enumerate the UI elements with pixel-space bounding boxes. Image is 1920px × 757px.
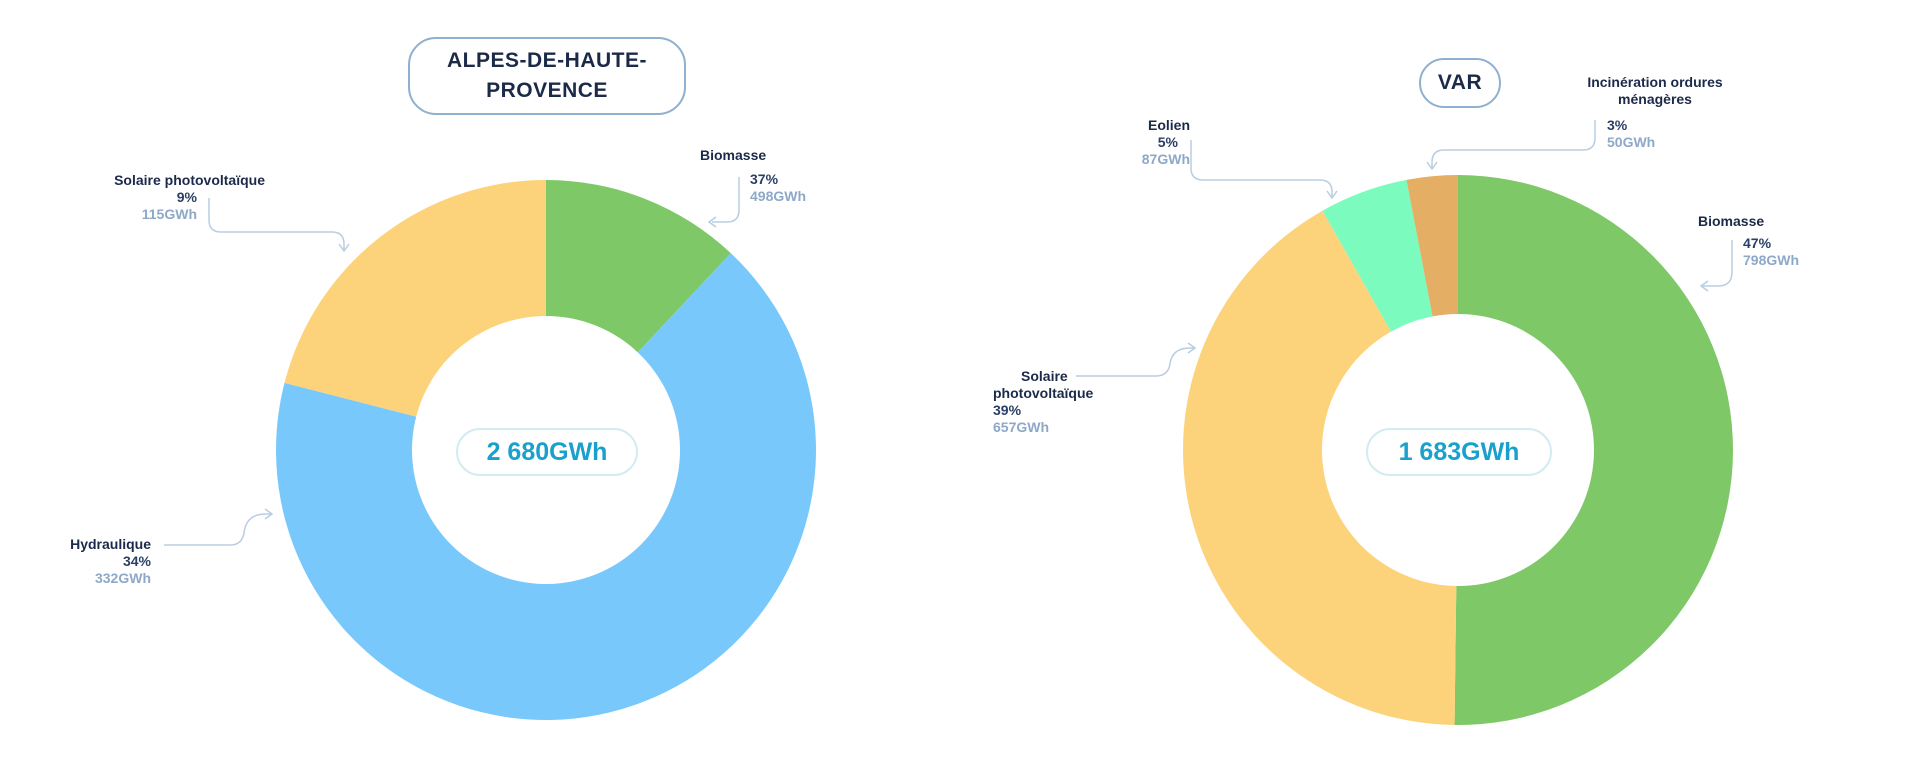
- label-solaire-left: Solaire photovoltaïque 9% 115GWh: [108, 172, 265, 223]
- leader-arrow-solaire-right: [1187, 342, 1197, 354]
- leader-arrow-eolien: [1326, 190, 1338, 200]
- label-gwh: 657GWh: [993, 419, 1050, 435]
- label-solaire-right: Solaire photovoltaïque 39% 657GWh: [993, 368, 1093, 436]
- donut-slice-eolien: [1322, 179, 1433, 332]
- label-name-line2: ménagères: [1618, 91, 1692, 107]
- donut-slice-biomasse: [546, 180, 731, 353]
- label-pct: 5%: [1157, 134, 1178, 150]
- donut-slice-solaire-photovolta-que: [284, 180, 546, 417]
- label-incineration-right: Incinération ordures ménagères: [1575, 74, 1735, 108]
- label-biomasse-left: Biomasse: [700, 147, 766, 164]
- label-gwh: 50GWh: [1607, 134, 1656, 150]
- leader-arrow-incineration: [1426, 161, 1438, 171]
- leader-line-hydraulique: [164, 513, 271, 546]
- total-value-right: 1 683GWh: [1366, 428, 1552, 476]
- label-pct: 9%: [176, 189, 197, 205]
- label-name: Hydraulique: [70, 536, 151, 552]
- label-biomasse-right: Biomasse: [1698, 213, 1764, 230]
- chart-title-left: ALPES-DE-HAUTE-PROVENCE: [408, 37, 686, 115]
- label-gwh: 332GWh: [94, 570, 151, 586]
- chart-title-right: VAR: [1419, 58, 1501, 108]
- label-name-line1: Incinération ordures: [1587, 74, 1723, 90]
- chart-var: VAR 1 683GWh Eolien 5% 87GWh Incinératio…: [960, 0, 1920, 757]
- leader-line-biomasse-right: [1702, 240, 1733, 287]
- label-incineration-right-values: 3% 50GWh: [1607, 117, 1655, 151]
- label-pct: 34%: [122, 553, 151, 569]
- label-biomasse-right-values: 47% 798GWh: [1743, 235, 1799, 269]
- label-gwh: 498GWh: [750, 188, 807, 204]
- label-hydraulique-left: Hydraulique 34% 332GWh: [60, 536, 151, 587]
- donut-chart-left: [164, 177, 816, 720]
- donut-chart-right: [1076, 120, 1734, 725]
- leader-arrow-biomasse-right: [1699, 280, 1709, 292]
- leader-arrow-hydraulique: [264, 508, 274, 520]
- label-pct: 3%: [1607, 117, 1628, 133]
- label-pct: 39%: [993, 402, 1022, 418]
- leader-line-eolien: [1190, 140, 1333, 197]
- label-name: Solaire photovoltaïque: [114, 172, 265, 188]
- chart-alpes-de-haute-provence: ALPES-DE-HAUTE-PROVENCE 2 680GWh Biomass…: [60, 37, 816, 720]
- label-name-line1: Solaire: [1021, 368, 1068, 384]
- label-gwh: 798GWh: [1743, 252, 1800, 268]
- leader-line-solaire-right: [1076, 347, 1194, 377]
- total-value-left: 2 680GWh: [456, 428, 638, 476]
- label-name-line2: photovoltaïque: [993, 385, 1094, 401]
- label-name: Eolien: [1147, 117, 1190, 133]
- label-gwh: 115GWh: [141, 206, 197, 222]
- donut-slice-solaire-photovolta-que: [1183, 210, 1457, 725]
- leader-arrow-biomasse: [707, 216, 717, 228]
- donut-slice-incin-ration-ordures-m-nag-res: [1406, 175, 1458, 317]
- leader-line-solaire: [208, 198, 345, 250]
- label-biomasse-left-values: 37% 498GWh: [750, 171, 806, 205]
- label-gwh: 87GWh: [1141, 151, 1190, 167]
- label-eolien-right: Eolien 5% 87GWh: [1130, 117, 1190, 168]
- label-pct: 37%: [750, 171, 779, 187]
- leader-line-biomasse: [712, 177, 740, 223]
- leader-arrow-solaire: [338, 243, 350, 253]
- donut-slice-biomasse: [1454, 175, 1734, 725]
- label-name: Biomasse: [1698, 213, 1765, 229]
- label-pct: 47%: [1743, 235, 1772, 251]
- leader-line-incineration: [1431, 120, 1596, 168]
- label-name: Biomasse: [700, 147, 767, 163]
- donut-slice-hydraulique: [275, 253, 816, 720]
